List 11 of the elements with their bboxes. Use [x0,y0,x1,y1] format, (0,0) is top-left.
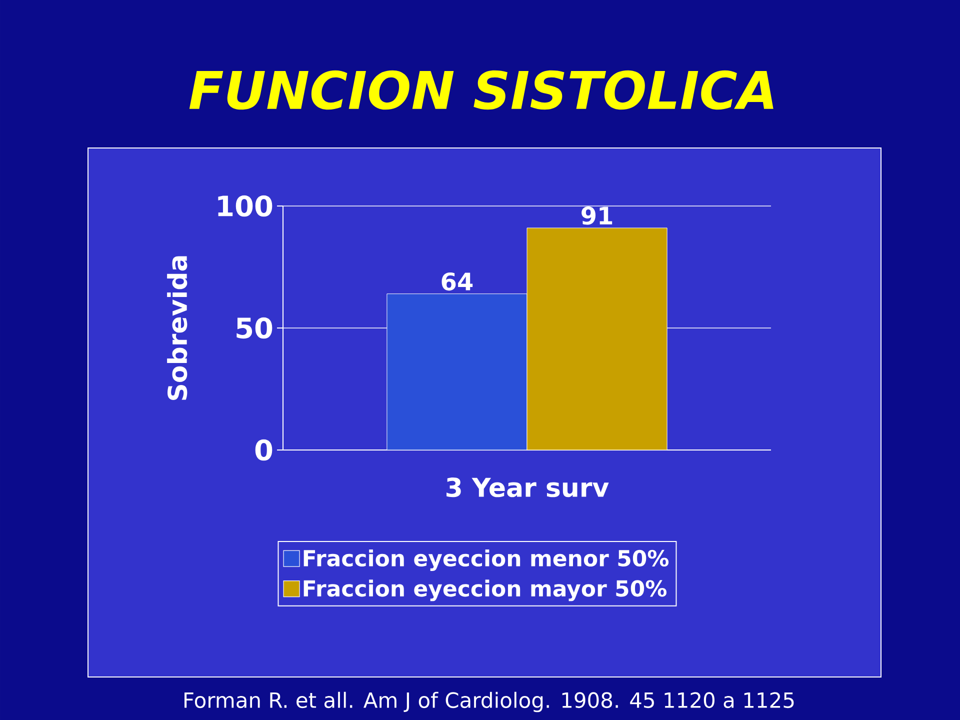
x-tick-label: 3 Year surv [446,478,609,498]
data-label: 64 [442,272,473,291]
y-tick-label: 100 [218,195,272,217]
y-tick-label: 0 [255,439,272,461]
legend-label: Fraccion eyeccion mayor 50% [304,580,666,602]
y-axis-title: Sobrevida [167,256,188,400]
legend-label: Fraccion eyeccion menor 50% [304,549,669,571]
data-label: 91 [582,206,612,225]
y-tick-label: 50 [236,317,272,339]
text: Forman R. et all. Am J of Cardiolog. 1908. 45 1120 a 1125 [184,692,794,712]
chart-title: FUNCION SISTOLICA [189,70,774,110]
